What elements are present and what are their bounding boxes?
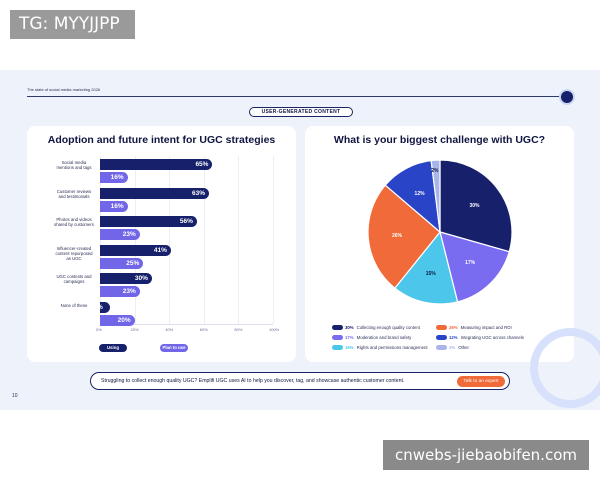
legend-swatch (436, 335, 447, 341)
pie-slice (439, 231, 510, 303)
report-slide: The state of social media marketing 2026… (0, 70, 600, 410)
pie-slice-label: 26% (391, 232, 402, 239)
bar-using (100, 273, 152, 284)
page-number: 10 (12, 393, 18, 399)
bar-value-label: 65% (195, 161, 209, 168)
category-label: None of these (60, 302, 88, 308)
legend-percent: 17% (345, 335, 354, 340)
bar-value-label: 16% (110, 174, 124, 181)
pie-slice-label: 15% (425, 271, 436, 278)
x-tick-label: 80% (234, 327, 243, 332)
pie-legend-item: 30% Collecting enough quality content (332, 325, 420, 331)
legend-text: Rights and permissions management (356, 345, 428, 350)
legend-plan-to-use: Plan to use (160, 344, 188, 352)
pie-legend-item: 17% Moderation and brand safety (332, 335, 412, 341)
category-label: UGC contests and campaigns (56, 274, 92, 284)
x-gridline (169, 156, 171, 324)
pie-slice-label: 17% (465, 260, 476, 266)
bar-value-label: 23% (122, 288, 136, 295)
legend-text: Measuring impact and ROI (460, 325, 512, 330)
x-tick-label: 40% (165, 327, 174, 332)
bar-using (100, 244, 171, 256)
category-label: Social media mentions and tags (56, 160, 92, 170)
pie-legend-item: 15% Rights and permissions management (332, 345, 428, 351)
legend-percent: 26% (449, 325, 458, 330)
x-gridline (100, 156, 101, 324)
decorative-arc (530, 328, 600, 408)
bar-plan-to-use (100, 172, 128, 183)
x-axis-line (100, 324, 273, 325)
pie-slice (394, 230, 459, 305)
pie-slice (439, 159, 513, 253)
category-label: Customer reviews and testimonials (56, 188, 92, 199)
legend-swatch (436, 325, 447, 331)
bar-value-label: 56% (179, 218, 193, 225)
bar-value-label: 20% (117, 316, 131, 324)
pie-legend-item: 12% Integrating UGC across channels (436, 335, 524, 341)
bar-plan-to-use (100, 314, 135, 326)
talk-to-expert-button[interactable]: Talk to an expert (457, 376, 505, 387)
bar-using (100, 187, 209, 199)
legend-percent: 30% (345, 325, 354, 330)
section-label: USER-GENERATED CONTENT (249, 107, 353, 117)
pie-slice-label: 2% (431, 167, 439, 174)
pie-slice-label: 30% (469, 202, 480, 209)
pie-legend-item: 26% Measuring impact and ROI (436, 325, 512, 331)
bar-value-label: 23% (122, 231, 136, 238)
bar-value-label: 25% (126, 259, 140, 267)
category-label: Photos and videos shared by customers (54, 217, 94, 227)
legend-percent: 15% (345, 345, 354, 350)
x-tick-label: 0% (96, 327, 102, 332)
bar-using (100, 159, 213, 170)
legend-percent: 12% (449, 335, 458, 340)
legend-text: Moderation and brand safety (356, 335, 412, 340)
x-gridline (273, 156, 274, 324)
bar-value-label: 63% (191, 189, 205, 197)
bar-value-label: 30% (134, 275, 148, 282)
x-gridline (134, 156, 136, 324)
legend-text: Other (458, 345, 469, 350)
bar-plan-to-use (100, 286, 140, 297)
slide-subtitle: The state of social media marketing 2026 (27, 87, 101, 92)
pie-chart-svg (367, 159, 513, 305)
x-gridline (238, 156, 240, 324)
overlay-tag: TG: MYYJJPP (10, 10, 135, 39)
bar-using (100, 301, 111, 313)
x-tick-label: 20% (130, 327, 139, 332)
pie-slice-label: 12% (414, 190, 425, 197)
bar-plan-to-use (100, 229, 140, 240)
legend-percent: 2% (449, 345, 456, 350)
brand-logo-icon (561, 91, 573, 103)
bar-plan-to-use (100, 200, 128, 212)
legend-text: Integrating UGC across channels (460, 335, 524, 340)
legend-swatch (332, 325, 343, 331)
cta-text: Struggling to collect enough quality UGC… (101, 378, 405, 384)
pie-legend-item: 2% Other (436, 345, 469, 351)
pie-slice (430, 159, 441, 233)
bar-chart-card: Adoption and future intent for UGC strat… (27, 126, 296, 362)
bar-plan-to-use (100, 257, 144, 269)
bar-value-label: 6% (93, 303, 103, 311)
cta-banner: Struggling to collect enough quality UGC… (90, 372, 510, 390)
bar-value-label: 41% (153, 246, 167, 254)
legend-text: Collecting enough quality content (356, 325, 420, 330)
watermark: cnwebs-jiebaobifen.com (383, 440, 589, 470)
x-tick-label: 60% (199, 327, 208, 332)
x-tick-label: 100% (269, 327, 280, 332)
category-label: Influencer-created content repurposed as… (55, 245, 93, 261)
x-gridline (203, 156, 205, 324)
bar-chart-title: Adoption and future intent for UGC strat… (47, 134, 276, 146)
pie-slice (367, 184, 441, 289)
pie-chart-title: What is your biggest challenge with UGC? (333, 134, 546, 146)
pie-chart-card: What is your biggest challenge with UGC?… (305, 126, 574, 362)
legend-swatch (436, 345, 447, 351)
legend-using: Using (99, 344, 127, 352)
bar-value-label: 16% (110, 202, 124, 210)
legend-swatch (332, 335, 343, 341)
legend-swatch (332, 345, 343, 351)
header-divider (27, 96, 559, 97)
bar-using (100, 216, 197, 227)
